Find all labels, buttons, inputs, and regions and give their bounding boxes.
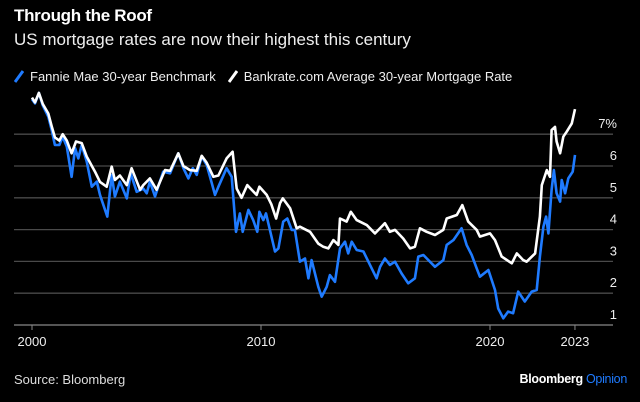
x-tick-label: 2010 [247, 334, 276, 349]
legend-swatch-white-icon [227, 70, 238, 83]
legend-label: Fannie Mae 30-year Benchmark [30, 69, 216, 84]
y-tick-label: 6 [610, 148, 617, 163]
legend: Fannie Mae 30-year Benchmark Bankrate.co… [14, 69, 524, 84]
x-tick-label: 2000 [18, 334, 47, 349]
brand-accent: Opinion [586, 372, 627, 386]
chart-subtitle: US mortgage rates are now their highest … [14, 30, 411, 49]
x-tick-label: 2023 [560, 334, 589, 349]
x-tick-label: 2020 [476, 334, 505, 349]
source-note: Source: Bloomberg [14, 372, 126, 387]
y-tick-label: 5 [610, 180, 617, 195]
series-line-fannie-mae [30, 91, 577, 320]
chart-title: Through the Roof [14, 6, 152, 25]
y-tick-label: 4 [610, 212, 617, 227]
y-tick-label: 2 [610, 275, 617, 290]
legend-swatch-blue-icon [14, 70, 24, 83]
legend-item-fannie-mae: Fannie Mae 30-year Benchmark [14, 69, 216, 84]
legend-label: Bankrate.com Average 30-year Mortgage Ra… [243, 69, 513, 84]
brand-main: Bloomberg [519, 372, 584, 386]
y-tick-label: 1 [610, 307, 617, 322]
y-tick-label: 7% [598, 116, 617, 131]
brand-logo: Bloomberg Opinion [519, 372, 628, 386]
legend-item-bankrate: Bankrate.com Average 30-year Mortgage Ra… [227, 69, 513, 84]
y-tick-label: 3 [610, 243, 617, 258]
series-line-bankrate [30, 91, 577, 265]
